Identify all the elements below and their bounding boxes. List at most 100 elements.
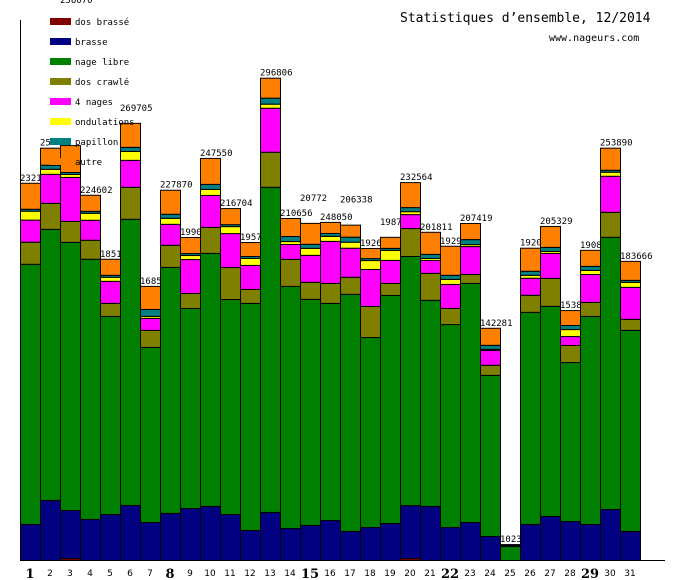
x-tick-label-9: 9 xyxy=(187,569,193,579)
data-label-day-14: 210656 xyxy=(280,209,313,219)
bar-segment-4-nages-day-16 xyxy=(320,240,341,284)
bar-segment-autre-day-30 xyxy=(600,147,621,171)
chart-title: Statistiques d’ensemble, 12/2014 xyxy=(400,11,651,26)
x-tick-label-11: 11 xyxy=(224,569,235,579)
bar-segment-nage-libre-day-29 xyxy=(580,315,601,525)
x-tick-label-5: 5 xyxy=(107,569,113,579)
bar-segment-brasse-day-14 xyxy=(280,528,301,561)
bar-segment-ondulations-day-17 xyxy=(340,241,361,249)
bar-segment-brasse-day-31 xyxy=(620,530,641,561)
bar-segment-autre-day-17 xyxy=(340,224,361,238)
bar-segment-autre-day-8 xyxy=(160,189,181,215)
data-label-day-4: 224602 xyxy=(80,186,113,196)
bar-segment-autre-day-5 xyxy=(100,258,121,276)
bar-segment-autre-day-23 xyxy=(460,223,481,241)
data-label-day-26: 1920 xyxy=(520,239,542,249)
bar-segment-ondulations-day-19 xyxy=(380,249,401,261)
bar-segment-nage-libre-day-4 xyxy=(80,258,101,520)
bar-segment-ondulations-day-4 xyxy=(80,212,101,221)
data-label-day-27: 205329 xyxy=(540,217,573,227)
x-tick-label-6: 6 xyxy=(127,569,133,579)
legend-label: papillon xyxy=(75,138,118,148)
data-label-day-10: 247550 xyxy=(200,149,233,159)
x-tick-label-8: 8 xyxy=(165,567,174,580)
bar-segment-autre-day-19 xyxy=(380,236,401,249)
bar-segment-papillon-day-22 xyxy=(440,274,461,280)
x-tick-label-13: 13 xyxy=(264,569,275,579)
bar-segment-4-nages-day-7 xyxy=(140,317,161,331)
data-label-day-6: 269705 xyxy=(120,104,153,114)
bar-segment-4-nages-day-19 xyxy=(380,259,401,284)
bar-segment-dos-crawlé-day-15 xyxy=(300,281,321,300)
x-tick-label-30: 30 xyxy=(604,569,616,579)
bar-segment-dos-crawlé-day-30 xyxy=(600,211,621,238)
data-labels-layer: 2321 25 256070 224602 1851 269705 1685 227870 19… xyxy=(20,0,653,545)
bar-segment-dos-crawlé-day-4 xyxy=(80,239,101,260)
bar-segment-nage-libre-day-24 xyxy=(480,374,501,537)
bar-segment-4-nages-day-24 xyxy=(480,349,501,366)
legend-label: 4 nages xyxy=(75,98,113,108)
legend-swatch-brasse xyxy=(50,38,71,45)
bar-segment-autre-day-27 xyxy=(540,225,561,248)
data-label-day-12: 1957 xyxy=(240,233,262,243)
bar-segment-brasse-day-29 xyxy=(580,523,601,562)
bar-segment-ondulations-day-12 xyxy=(240,257,261,266)
bar-segment-nage-libre-day-22 xyxy=(440,324,461,529)
bar-segment-brasse-day-6 xyxy=(120,504,141,561)
bar-segment-nage-libre-day-23 xyxy=(460,282,481,523)
data-label-day-5: 1851 xyxy=(100,250,122,260)
bar-segment-dos-crawlé-day-19 xyxy=(380,282,401,296)
bar-segment-autre-day-12 xyxy=(240,242,261,257)
bar-segment-autre-day-18 xyxy=(360,248,381,260)
bar-segment-nage-libre-day-3 xyxy=(60,241,81,511)
legend-swatch-ondulations xyxy=(50,118,71,125)
data-label-day-8: 227870 xyxy=(160,181,193,191)
data-label-day-2: 25 xyxy=(40,139,51,149)
data-label-day-3: 256070 xyxy=(60,0,93,6)
bar-segment-dos-crawlé-day-21 xyxy=(420,272,441,301)
bar-segment-nage-libre-day-13 xyxy=(260,186,281,513)
x-tick-label-31: 31 xyxy=(624,569,635,579)
bar-segment-4-nages-day-31 xyxy=(620,286,641,320)
x-tick-label-24: 24 xyxy=(484,569,496,579)
bar-segment-ondulations-day-15 xyxy=(300,247,321,256)
data-label-day-25: 1023 xyxy=(500,535,522,545)
bar-segment-brasse-day-13 xyxy=(260,511,281,562)
data-label-day-7: 1685 xyxy=(140,277,162,287)
bar-segment-brasse-day-30 xyxy=(600,509,621,562)
bar-segment-4-nages-day-22 xyxy=(440,283,461,309)
legend-swatch-dos-crawlé xyxy=(50,78,71,85)
bar-segment-dos-crawlé-day-8 xyxy=(160,244,181,268)
data-label-day-13: 296806 xyxy=(260,69,293,79)
bar-segment-papillon-day-2 xyxy=(40,164,61,170)
bar-segment-4-nages-day-14 xyxy=(280,243,301,260)
x-tick-label-15: 15 xyxy=(301,567,319,580)
bar-segment-dos-crawlé-day-6 xyxy=(120,186,141,220)
bar-segment-autre-day-1 xyxy=(20,182,41,210)
bar-segment-dos-crawlé-day-13 xyxy=(260,151,281,188)
data-label-day-21: 201811 xyxy=(420,223,453,233)
bar-segment-ondulations-day-2 xyxy=(40,168,61,175)
legend-label: autre xyxy=(75,158,102,168)
bar-segment-papillon-day-8 xyxy=(160,213,181,219)
bar-segment-brasse-day-5 xyxy=(100,514,121,562)
bar-segment-nage-libre-day-15 xyxy=(300,298,321,526)
legend-label: nage libre xyxy=(75,58,129,68)
data-label-day-24: 142281 xyxy=(480,319,513,329)
bar-segment-autre-day-15 xyxy=(300,222,321,245)
bar-segment-ondulations-day-18 xyxy=(360,260,381,270)
bar-segment-nage-libre-day-14 xyxy=(280,285,301,530)
bar-segment-autre-day-4 xyxy=(80,194,101,212)
bar-segment-dos-crawlé-day-12 xyxy=(240,288,261,304)
bar-segment-dos-crawlé-day-7 xyxy=(140,329,161,348)
bar-segment-brasse-day-19 xyxy=(380,522,401,562)
bar-segment-autre-day-14 xyxy=(280,217,301,238)
data-label-day-16: 248050 xyxy=(320,213,353,223)
bar-segment-4-nages-day-6 xyxy=(120,159,141,188)
bar-segment-dos-crawlé-day-28 xyxy=(560,344,581,364)
legend-label: dos crawlé xyxy=(75,77,129,88)
bar-segment-4-nages-day-29 xyxy=(580,274,601,303)
bar-segment-nage-libre-day-8 xyxy=(160,266,181,514)
x-tick-label-14: 14 xyxy=(284,569,296,579)
x-tick-label-21: 21 xyxy=(424,569,435,579)
